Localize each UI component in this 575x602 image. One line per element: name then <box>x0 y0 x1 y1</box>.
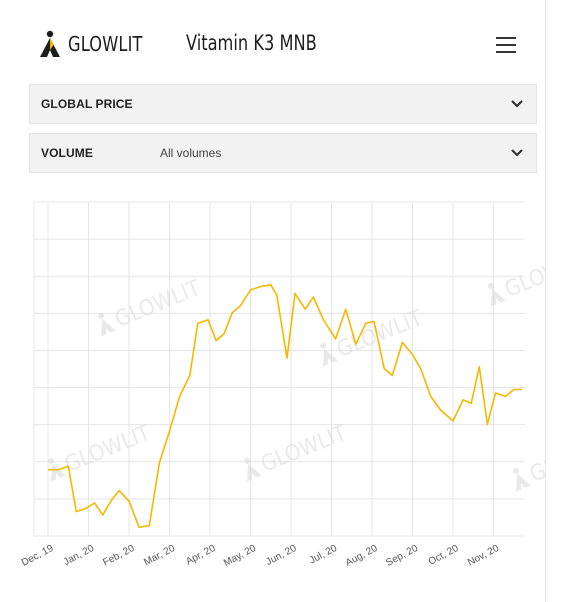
watermark-logo-icon <box>513 467 531 492</box>
watermark-logo: GLOWLIT <box>98 276 205 337</box>
x-tick-label: Apr, 20 <box>184 543 218 568</box>
watermark-text: GLOWLIT <box>112 276 205 333</box>
x-tick-label: Aug, 20 <box>344 543 380 569</box>
watermark-logo: GLOWLIT <box>488 246 545 307</box>
x-tick-label: Mar, 20 <box>142 543 177 569</box>
global-price-accordion[interactable]: GLOBAL PRICE <box>29 84 537 124</box>
chevron-down-icon[interactable] <box>510 99 524 109</box>
watermark-text: GLOWLIT <box>502 246 545 303</box>
page-right-border <box>545 0 546 602</box>
watermark-logo: GLOWLIT <box>48 421 155 482</box>
global-price-label: GLOBAL PRICE <box>41 97 133 111</box>
brand-logo-text: GLOWLIT <box>68 32 143 56</box>
glowlit-logo-icon <box>40 30 60 57</box>
watermark-text: GLOWLIT <box>258 421 351 478</box>
watermark-text: GLOWLIT <box>527 431 545 488</box>
x-tick-label: Jul, 20 <box>308 543 340 567</box>
x-tick-label: Jun, 20 <box>264 543 299 568</box>
x-tick-label: Dec, 19 <box>20 543 56 569</box>
chevron-down-icon[interactable] <box>510 148 524 158</box>
x-tick-label: Oct, 20 <box>427 543 461 568</box>
x-tick-label: Sep, 20 <box>384 543 420 569</box>
x-tick-label: Nov, 20 <box>466 543 501 569</box>
watermark-logo-icon <box>488 282 506 307</box>
watermark-logo-icon <box>320 342 338 367</box>
x-tick-label: May, 20 <box>222 543 258 569</box>
volume-label: VOLUME <box>41 146 93 160</box>
x-tick-label: Feb, 20 <box>101 543 136 569</box>
volume-accordion[interactable]: VOLUME All volumes <box>29 133 537 173</box>
price-chart: GLOWLIT GLOWLIT GLOWLIT GLOWLIT GLOWLIT GLOWL… <box>0 190 545 602</box>
volume-value: All volumes <box>160 146 222 160</box>
watermark-logo: GLOWLIT <box>513 431 545 492</box>
watermark-logo-icon <box>98 312 116 337</box>
brand-logo[interactable]: GLOWLIT <box>38 27 151 61</box>
watermark-text: GLOWLIT <box>62 421 155 478</box>
watermark-logo: GLOWLIT <box>244 421 351 482</box>
watermark-logo-icon <box>244 457 262 482</box>
page-title: Vitamin K3 MNB <box>186 31 317 55</box>
price-series-line[interactable] <box>48 284 522 529</box>
app-header: GLOWLIT Vitamin K3 MNB <box>0 0 545 84</box>
hamburger-menu-icon[interactable] <box>496 37 516 53</box>
x-tick-label: Jan, 20 <box>62 543 97 568</box>
